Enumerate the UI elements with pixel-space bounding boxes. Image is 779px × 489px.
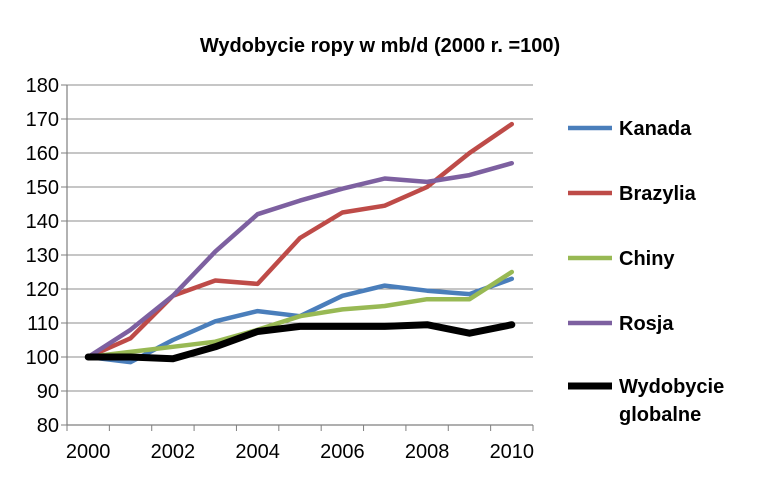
x-tick-label: 2006 [320, 441, 365, 463]
legend-label: Chiny [619, 248, 675, 270]
series-line-2 [85, 121, 515, 360]
y-tick-label: 140 [26, 211, 59, 233]
y-axis-ticks: 80 90 100 110 120 130 140 150 160 170 180 [26, 75, 67, 437]
y-tick-label: 80 [37, 415, 59, 437]
x-tick-label: 2004 [235, 441, 280, 463]
series-line-3 [85, 269, 515, 360]
y-tick-label: 180 [26, 75, 59, 97]
x-tick-label: 2010 [490, 441, 535, 463]
y-tick-label: 120 [26, 279, 59, 301]
chart-title: Wydobycie ropy w mb/d (2000 r. =100) [200, 35, 560, 57]
legend-label: Brazylia [619, 183, 697, 205]
y-tick-label: 170 [26, 109, 59, 131]
x-axis-ticks: 2000 2002 2004 2006 2008 2010 [66, 425, 534, 463]
y-tick-label: 130 [26, 245, 59, 267]
series-line-4 [85, 160, 515, 360]
y-tick-label: 150 [26, 177, 59, 199]
y-tick-label: 100 [26, 347, 59, 369]
legend-label-line: Wydobycie [619, 376, 724, 398]
y-tick-label: 160 [26, 143, 59, 165]
x-tick-label: 2000 [66, 441, 111, 463]
legend-label: Rosja [619, 313, 674, 335]
y-tick-label: 90 [37, 381, 59, 403]
legend-label-line: globalne [619, 404, 701, 426]
legend: Kanada Brazylia Chiny Rosja Wydobycie globaln… [568, 118, 724, 426]
x-tick-label: 2008 [405, 441, 450, 463]
x-tick-label: 2002 [151, 441, 196, 463]
y-tick-label: 110 [27, 313, 59, 335]
series-line-5 [84, 321, 516, 363]
legend-label: Kanada [619, 118, 692, 140]
series-lines [84, 121, 516, 365]
